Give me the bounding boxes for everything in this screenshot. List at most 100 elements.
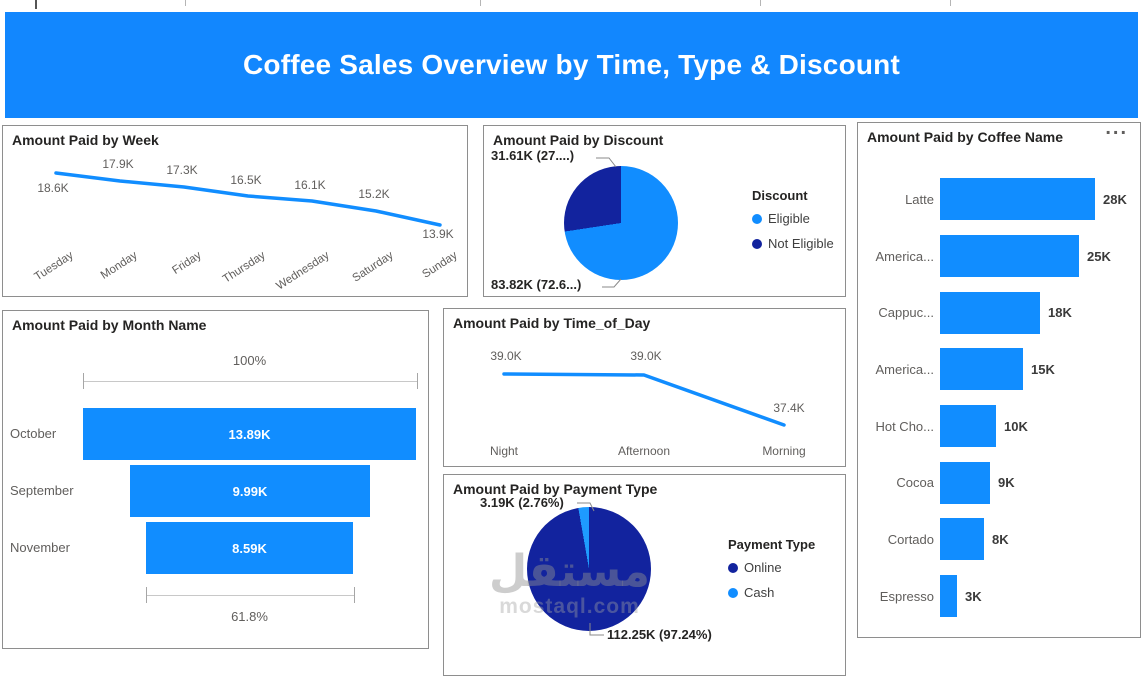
coffee-chart-title: Amount Paid by Coffee Name <box>867 129 1064 145</box>
payment-slice-label-cash: 3.19K (2.76%) <box>480 495 564 510</box>
funnel-top-percent-label: 100% <box>232 353 267 368</box>
discount-legend-item-eligible[interactable]: Eligible <box>752 211 834 226</box>
bar-category-label: America... <box>875 361 934 377</box>
bar-row-americano-1: America... 25K <box>858 228 1140 285</box>
bar-cappuccino[interactable] <box>940 291 1040 334</box>
ruler-tick <box>480 0 481 6</box>
ruler-tick <box>35 0 37 9</box>
week-data-label: 13.9K <box>422 227 453 241</box>
legend-dot-icon <box>752 238 762 249</box>
week-axis-label: Wednesday <box>274 249 332 292</box>
ruler-tick <box>185 0 186 6</box>
payment-pie-chart-panel[interactable]: Amount Paid by Payment Type 3.19K (2.76%… <box>443 474 846 676</box>
time-chart-title: Amount Paid by Time_of_Day <box>453 315 651 331</box>
bar-row-cocoa: Cocoa 9K <box>858 454 1140 511</box>
bar-category-label: Cappuc... <box>878 305 934 321</box>
month-funnel-chart-panel[interactable]: Amount Paid by Month Name 100% October 1… <box>2 310 429 649</box>
discount-legend-item-not-eligible[interactable]: Not Eligible <box>752 236 834 251</box>
payment-pie[interactable] <box>527 507 651 631</box>
bar-value-label: 3K <box>965 588 982 604</box>
discount-chart-title: Amount Paid by Discount <box>493 132 664 148</box>
week-axis-label: Monday <box>99 249 140 281</box>
payment-legend-item-cash[interactable]: Cash <box>728 585 815 600</box>
payment-legend-item-online[interactable]: Online <box>728 560 815 575</box>
time-data-label: 39.0K <box>630 349 661 363</box>
bar-americano-2[interactable] <box>940 348 1023 391</box>
bar-category-label: Cocoa <box>896 475 934 491</box>
time-data-label: 37.4K <box>773 401 804 415</box>
bar-hot-chocolate[interactable] <box>940 405 996 448</box>
ruler-tick <box>760 0 761 6</box>
payment-chart-title: Amount Paid by Payment Type <box>453 481 658 497</box>
ruler-tick <box>950 0 951 6</box>
bar-category-label: Latte <box>905 191 934 207</box>
funnel-value-label: 9.99K <box>232 483 268 499</box>
time-axis-label: Morning <box>762 444 805 458</box>
week-line-chart-panel[interactable]: Amount Paid by Week 18.6K 17.9K 17.3K 16… <box>2 125 468 297</box>
month-chart-title: Amount Paid by Month Name <box>12 317 207 333</box>
bar-value-label: 15K <box>1031 361 1055 377</box>
discount-slice-label-not-eligible: 31.61K (27....) <box>491 148 575 163</box>
bar-latte[interactable] <box>940 178 1095 221</box>
funnel-bar-october[interactable]: 13.89K <box>83 408 416 460</box>
bar-cocoa[interactable] <box>940 461 990 504</box>
bar-row-cappuccino: Cappuc... 18K <box>858 284 1140 341</box>
bar-value-label: 18K <box>1048 305 1072 321</box>
week-axis-label: Friday <box>170 249 204 277</box>
coffee-bar-chart-panel[interactable]: Amount Paid by Coffee Name ... Latte 28K… <box>857 117 1141 638</box>
dashboard-title: Coffee Sales Overview by Time, Type & Di… <box>242 49 901 80</box>
bar-category-label: Hot Cho... <box>875 418 934 434</box>
time-line-series[interactable] <box>502 372 786 427</box>
discount-legend-title: Discount <box>752 188 808 203</box>
bar-row-latte: Latte 28K <box>858 171 1140 228</box>
funnel-category-label: November <box>10 540 70 555</box>
week-data-label: 18.6K <box>37 181 68 195</box>
week-line-series[interactable] <box>54 171 442 227</box>
funnel-bottom-bracket <box>146 587 355 603</box>
bar-category-label: America... <box>875 248 934 264</box>
payment-legend-title: Payment Type <box>728 537 816 552</box>
funnel-value-label: 13.89K <box>228 426 271 442</box>
week-data-label: 17.9K <box>102 157 133 171</box>
week-data-label: 16.1K <box>294 178 325 192</box>
bar-americano-1[interactable] <box>940 235 1079 278</box>
bar-row-americano-2: America... 15K <box>858 341 1140 398</box>
bar-value-label: 28K <box>1103 191 1127 207</box>
week-axis-label: Sunday <box>420 249 459 280</box>
legend-dot-icon <box>728 562 738 573</box>
week-axis-label: Tuesday <box>32 249 75 283</box>
bar-row-cortado: Cortado 8K <box>858 511 1140 568</box>
bar-value-label: 25K <box>1087 248 1111 264</box>
bar-row-hot-chocolate: Hot Cho... 10K <box>858 398 1140 455</box>
discount-pie-chart-panel[interactable]: Amount Paid by Discount 31.61K (27....) … <box>483 125 846 297</box>
legend-item-label: Online <box>744 560 782 575</box>
dashboard-header-banner: Coffee Sales Overview by Time, Type & Di… <box>5 12 1138 118</box>
week-line-chart[interactable]: 18.6K 17.9K 17.3K 16.5K 16.1K 15.2K 13.9… <box>3 126 467 296</box>
bar-value-label: 10K <box>1004 418 1028 434</box>
time-data-label: 39.0K <box>490 349 521 363</box>
bar-cortado[interactable] <box>940 518 984 561</box>
funnel-top-bracket <box>83 373 418 389</box>
funnel-bottom-percent-label: 61.8% <box>231 609 268 624</box>
bar-category-label: Cortado <box>887 531 934 547</box>
funnel-category-label: September <box>10 483 74 498</box>
discount-pie[interactable] <box>564 166 678 280</box>
bar-value-label: 9K <box>998 475 1015 491</box>
time-axis-label: Night <box>490 444 519 458</box>
week-data-label: 17.3K <box>166 163 197 177</box>
funnel-bar-november[interactable]: 8.59K <box>146 522 353 574</box>
week-data-label: 15.2K <box>358 187 389 201</box>
discount-slice-label-eligible: 83.82K (72.6...) <box>491 277 582 292</box>
funnel-value-label: 8.59K <box>232 540 267 556</box>
legend-item-label: Not Eligible <box>768 236 834 251</box>
bar-category-label: Espresso <box>879 588 934 604</box>
bar-espresso[interactable] <box>940 575 957 618</box>
bar-row-espresso: Espresso 3K <box>858 568 1140 625</box>
time-of-day-line-chart-panel[interactable]: Amount Paid by Time_of_Day 39.0K 39.0K 3… <box>443 308 846 467</box>
discount-legend: Discount Eligible Not Eligible <box>752 188 834 261</box>
time-line-chart[interactable]: 39.0K 39.0K 37.4K Night Afternoon Mornin… <box>444 309 845 466</box>
legend-dot-icon <box>752 213 762 224</box>
more-options-icon[interactable]: ... <box>1105 117 1128 139</box>
funnel-bar-september[interactable]: 9.99K <box>130 465 370 517</box>
legend-dot-icon <box>728 587 738 598</box>
